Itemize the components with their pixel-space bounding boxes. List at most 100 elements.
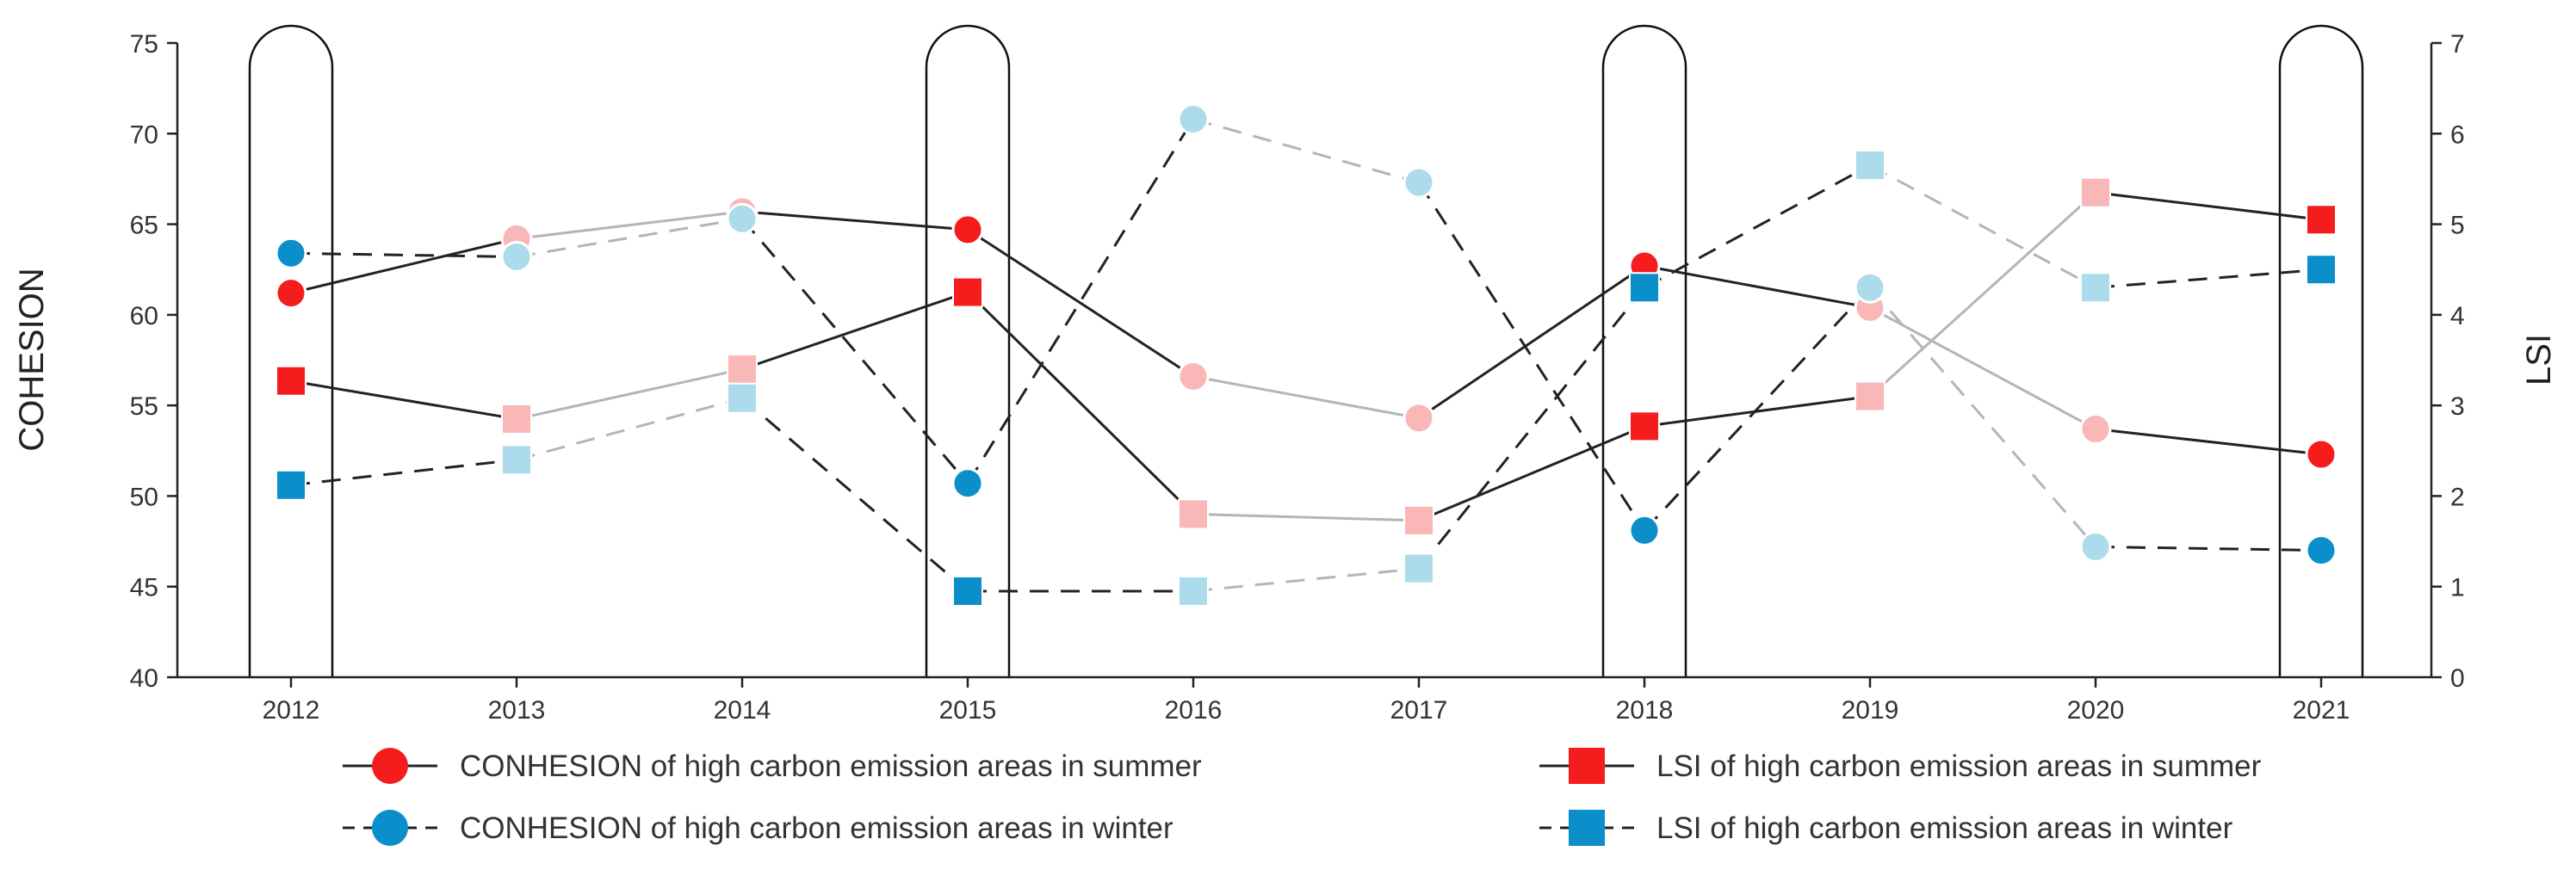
x-tick-label: 2014	[714, 696, 771, 725]
x-tick-label: 2013	[488, 696, 546, 725]
highlight-box-2018	[1601, 24, 1687, 677]
conhesion-of-high-carbon-emission-areas-in-summer-point	[275, 277, 307, 310]
x-tick-label: 2020	[2067, 696, 2125, 725]
conhesion-of-high-carbon-emission-areas-in-winter-segment	[1868, 287, 2097, 548]
left-tick-label: 60	[130, 302, 158, 330]
lsi-of-high-carbon-emission-areas-in-summer-point	[276, 365, 307, 397]
lsi-of-high-carbon-emission-areas-in-summer-segment	[290, 379, 517, 421]
legend-item-lsi-of-high-carbon-emission-areas-in-summer: LSI of high carbon emission areas in sum…	[1539, 748, 2262, 784]
lsi-of-high-carbon-emission-areas-in-winter-segment	[1644, 163, 1871, 289]
lsi-of-high-carbon-emission-areas-in-summer-point	[2306, 204, 2337, 236]
legend-label: CONHESION of high carbon emission areas …	[460, 811, 1173, 845]
series-markers	[275, 102, 2338, 607]
lsi-of-high-carbon-emission-areas-in-winter-segment	[516, 397, 743, 461]
conhesion-of-high-carbon-emission-areas-in-winter-point	[1628, 514, 1661, 546]
lsi-of-high-carbon-emission-areas-in-winter-point	[727, 382, 758, 414]
right-tick-label: 6	[2450, 120, 2465, 149]
lsi-of-high-carbon-emission-areas-in-winter-point	[1403, 552, 1434, 584]
left-tick-label: 65	[130, 212, 158, 240]
left-tick-label: 75	[130, 30, 158, 59]
lsi-of-high-carbon-emission-areas-in-summer-segment	[966, 291, 1195, 515]
right-tick-label: 3	[2450, 392, 2465, 421]
legend-marker	[1569, 748, 1605, 784]
conhesion-of-high-carbon-emission-areas-in-winter-point	[2079, 530, 2112, 563]
conhesion-of-high-carbon-emission-areas-in-summer-segment	[1644, 264, 1871, 309]
lsi-of-high-carbon-emission-areas-in-winter-point	[1178, 575, 1209, 607]
conhesion-of-high-carbon-emission-areas-in-summer-point	[1177, 360, 1210, 392]
legend-marker	[372, 748, 408, 784]
conhesion-of-high-carbon-emission-areas-in-summer-segment	[967, 228, 1194, 378]
conhesion-of-high-carbon-emission-areas-in-winter-segment	[516, 217, 743, 258]
conhesion-of-high-carbon-emission-areas-in-winter-segment	[1643, 287, 1872, 532]
left-tick-label: 70	[130, 120, 158, 149]
series	[275, 102, 2338, 607]
conhesion-of-high-carbon-emission-areas-in-winter-segment	[2095, 545, 2322, 552]
legend: CONHESION of high carbon emission areas …	[343, 748, 2262, 846]
lsi-of-high-carbon-emission-areas-in-summer-point	[1403, 504, 1434, 536]
lsi-of-high-carbon-emission-areas-in-winter-point	[276, 469, 307, 501]
lsi-of-high-carbon-emission-areas-in-summer-point	[952, 276, 983, 308]
legend-label: CONHESION of high carbon emission areas …	[460, 750, 1202, 783]
lsi-of-high-carbon-emission-areas-in-summer-segment	[741, 291, 969, 371]
conhesion-of-high-carbon-emission-areas-in-summer-segment	[516, 210, 743, 240]
conhesion-of-high-carbon-emission-areas-in-winter-point	[500, 240, 533, 273]
lsi-of-high-carbon-emission-areas-in-winter-segment	[741, 397, 969, 593]
conhesion-of-high-carbon-emission-areas-in-winter-segment	[290, 251, 517, 258]
legend-marker	[1569, 810, 1605, 846]
lsi-of-high-carbon-emission-areas-in-summer-point	[2080, 176, 2111, 208]
left-tick-label: 45	[130, 574, 158, 602]
legend-item-conhesion-of-high-carbon-emission-areas-in-summer: CONHESION of high carbon emission areas …	[343, 748, 1202, 784]
right-tick-label: 4	[2450, 302, 2465, 330]
legend-marker	[372, 810, 408, 846]
conhesion-of-high-carbon-emission-areas-in-summer-point	[2305, 438, 2338, 471]
conhesion-of-high-carbon-emission-areas-in-summer-point	[2079, 413, 2112, 446]
lsi-of-high-carbon-emission-areas-in-summer-segment	[1192, 512, 1420, 522]
conhesion-of-high-carbon-emission-areas-in-winter-point	[1177, 102, 1210, 135]
axis-titles: COHESION LSI	[13, 268, 2558, 451]
right-tick-label: 0	[2450, 664, 2465, 693]
right-tick-label: 1	[2450, 574, 2465, 602]
lsi-of-high-carbon-emission-areas-in-summer-point	[501, 403, 532, 435]
lsi-of-high-carbon-emission-areas-in-summer-point	[727, 354, 758, 386]
conhesion-of-high-carbon-emission-areas-in-winter-segment	[966, 118, 1195, 484]
lsi-of-high-carbon-emission-areas-in-summer-point	[1855, 380, 1886, 412]
x-tick-label: 2012	[263, 696, 320, 725]
legend-item-conhesion-of-high-carbon-emission-areas-in-winter: CONHESION of high carbon emission areas …	[343, 810, 1173, 846]
legend-item-lsi-of-high-carbon-emission-areas-in-winter: LSI of high carbon emission areas in win…	[1539, 810, 2233, 846]
lsi-of-high-carbon-emission-areas-in-winter-segment	[290, 458, 517, 487]
lsi-of-high-carbon-emission-areas-in-summer-segment	[2095, 191, 2322, 221]
lsi-of-high-carbon-emission-areas-in-winter-point	[2306, 254, 2337, 286]
lsi-of-high-carbon-emission-areas-in-winter-segment	[1417, 287, 1646, 570]
conhesion-of-high-carbon-emission-areas-in-summer-segment	[2095, 428, 2322, 456]
highlight-boxes	[248, 24, 2364, 677]
axes	[176, 43, 2433, 679]
lsi-of-high-carbon-emission-areas-in-winter-point	[1855, 150, 1886, 182]
conhesion-of-high-carbon-emission-areas-in-winter-segment	[740, 218, 969, 484]
conhesion-of-high-carbon-emission-areas-in-summer-segment	[290, 237, 517, 295]
x-tick-label: 2019	[1842, 696, 1899, 725]
highlight-box-2012	[248, 24, 334, 677]
conhesion-of-high-carbon-emission-areas-in-winter-point	[726, 202, 759, 235]
conhesion-of-high-carbon-emission-areas-in-winter-point	[1403, 166, 1435, 199]
lsi-of-high-carbon-emission-areas-in-summer-segment	[1418, 424, 1645, 522]
lsi-of-high-carbon-emission-areas-in-summer-point	[1629, 410, 1660, 442]
conhesion-of-high-carbon-emission-areas-in-winter-segment	[1417, 182, 1646, 532]
conhesion-of-high-carbon-emission-areas-in-summer-segment	[1869, 306, 2096, 430]
right-tick-label: 5	[2450, 212, 2465, 240]
highlight-box-2015	[925, 24, 1011, 677]
conhesion-of-high-carbon-emission-areas-in-summer-point	[951, 213, 984, 246]
lsi-of-high-carbon-emission-areas-in-summer-segment	[1868, 191, 2097, 398]
right-tick-label: 7	[2450, 30, 2465, 59]
lsi-of-high-carbon-emission-areas-in-winter-segment	[2095, 268, 2322, 289]
left-tick-label: 55	[130, 392, 158, 421]
lsi-of-high-carbon-emission-areas-in-winter-point	[952, 575, 983, 607]
conhesion-of-high-carbon-emission-areas-in-summer-segment	[1192, 374, 1420, 420]
lsi-of-high-carbon-emission-areas-in-winter-point	[2080, 272, 2111, 304]
conhesion-of-high-carbon-emission-areas-in-winter-point	[1854, 271, 1886, 304]
lsi-of-high-carbon-emission-areas-in-winter-point	[1629, 272, 1660, 304]
lsi-of-high-carbon-emission-areas-in-summer-point	[1178, 498, 1209, 530]
legend-label: LSI of high carbon emission areas in win…	[1656, 811, 2233, 845]
x-tick-label: 2017	[1390, 696, 1448, 725]
highlight-box-2021	[2278, 24, 2364, 677]
